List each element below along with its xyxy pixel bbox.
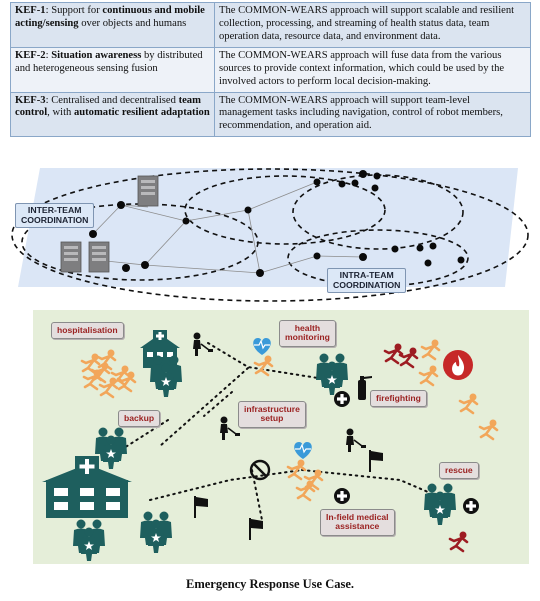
kef1-text-b: over objects and humans <box>78 17 187 29</box>
fire-extinguisher-icon <box>358 376 372 400</box>
kef2-text-b: by distributed and heterogeneous sensing… <box>15 49 203 74</box>
server-icon <box>137 175 159 207</box>
medical-plus-icon <box>334 391 350 407</box>
kef-table: KEF-1: Support for continuous and mobile… <box>10 2 531 138</box>
kef3-id: KEF-3 <box>15 94 46 106</box>
kef3-bold-b: automatic resilient adaptation <box>73 107 210 119</box>
kef3-cell: KEF-3: Centralised and decentralised tea… <box>10 91 215 138</box>
movement-paths <box>123 342 429 521</box>
hospital-icon <box>42 456 132 518</box>
hospital-icon <box>140 330 180 368</box>
server-icon <box>88 241 110 273</box>
kef2-id: KEF-2 <box>15 49 46 61</box>
kef3-text-a: : Centralised and decentralised <box>45 94 179 106</box>
table-row: KEF-2: Situation awareness by distribute… <box>10 46 531 93</box>
medical-plus-icon <box>334 488 350 504</box>
kef1-bold: continuous and mobile acting/sensing <box>15 5 205 29</box>
kef3-bold-a: team control <box>15 94 201 119</box>
kef1-cell: KEF-1: Support for continuous and mobile… <box>10 2 215 48</box>
firefighting-label: firefighting <box>370 390 427 408</box>
emergency-scene <box>33 310 529 564</box>
inter-team-coordination-label: INTER-TEAM COORDINATION <box>15 203 95 229</box>
kef1-id: KEF-1 <box>15 5 46 16</box>
kef2-description: The COMMON-WEARS approach will fuse data… <box>214 46 531 93</box>
scene-background <box>33 310 529 564</box>
health-monitoring-label: health monitoring <box>279 320 336 347</box>
coordination-network-diagram <box>11 168 529 302</box>
rescue-label: rescue <box>439 462 479 480</box>
in-field-medical-assistance-label: In-field medical assistance <box>320 509 395 536</box>
network-nodes <box>89 170 465 277</box>
kef2-text-a: : <box>45 49 52 61</box>
kef1-text-a: : Support for <box>45 5 103 16</box>
backup-label: backup <box>118 410 161 428</box>
no-entry-icon <box>249 459 271 481</box>
kef2-cell: KEF-2: Situation awareness by distribute… <box>10 46 215 93</box>
figure-caption: Emergency Response Use Case. <box>185 577 355 591</box>
network-links <box>92 181 364 274</box>
server-icon <box>60 241 82 273</box>
table-row: KEF-3: Centralised and decentralised tea… <box>10 91 531 138</box>
infrastructure-setup-label: infrastructure setup <box>238 401 306 428</box>
kef3-text-b: , with <box>47 107 74 119</box>
kef3-description: The COMMON-WEARS approach will support t… <box>214 91 531 138</box>
kef2-bold: Situation awareness <box>51 49 142 61</box>
kef1-description: The COMMON-WEARS approach will support s… <box>214 2 531 48</box>
hospitalisation-label: hospitalisation <box>51 322 124 340</box>
table-row: KEF-1: Support for continuous and mobile… <box>10 2 531 48</box>
intra-team-coordination-label: INTRA-TEAM COORDINATION <box>327 268 407 294</box>
fire-icon <box>443 350 473 380</box>
medical-plus-icon <box>463 498 479 514</box>
